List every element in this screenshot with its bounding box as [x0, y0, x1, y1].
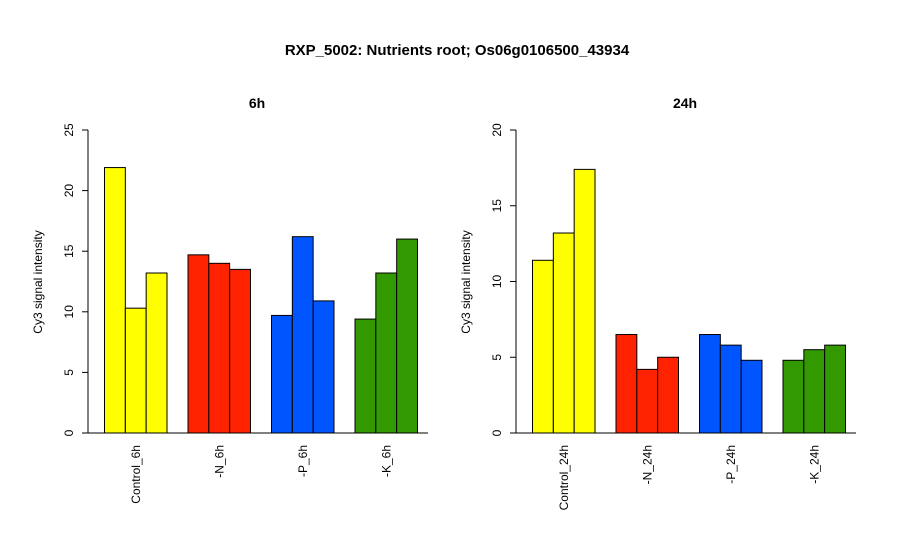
- bar: [291, 236, 314, 434]
- x-category-label: Control_6h: [129, 445, 143, 504]
- y-tick-label: 15: [62, 244, 76, 258]
- x-category-label: -N_24h: [640, 445, 654, 484]
- y-tick-label: 15: [490, 199, 504, 213]
- panel-title-6h: 6h: [249, 95, 265, 111]
- bar: [573, 168, 596, 434]
- y-tick-label: 25: [62, 123, 76, 137]
- bar: [699, 334, 721, 434]
- bar: [271, 314, 293, 434]
- y-axis-label-24h: Cy3 signal intensity: [459, 230, 473, 333]
- y-tick-label: 10: [62, 305, 76, 319]
- bar: [532, 259, 554, 434]
- bar: [208, 262, 231, 434]
- y-tick-label: 5: [490, 354, 504, 361]
- y-tick-label: 20: [490, 123, 504, 137]
- y-tick-label: 20: [62, 184, 76, 198]
- bar: [312, 300, 335, 434]
- bar: [104, 167, 126, 434]
- y-tick-label: 10: [490, 275, 504, 289]
- bar: [375, 272, 398, 434]
- x-category-label: -K_6h: [379, 445, 393, 477]
- x-category-label: -N_6h: [212, 445, 226, 478]
- y-tick-label: 0: [62, 429, 76, 436]
- bar: [824, 344, 846, 434]
- bar: [657, 356, 679, 434]
- bar: [719, 344, 742, 434]
- bar: [615, 334, 638, 434]
- bar: [803, 349, 826, 434]
- panel-title-24h: 24h: [673, 95, 697, 111]
- bar: [552, 232, 575, 434]
- x-category-label: Control_24h: [557, 445, 571, 510]
- bar: [782, 359, 805, 434]
- figure-title: RXP_5002: Nutrients root; Os06g0106500_4…: [285, 42, 630, 59]
- bar: [124, 307, 147, 434]
- bar: [229, 268, 251, 434]
- bar: [396, 238, 418, 434]
- bar: [636, 368, 659, 434]
- y-tick-label: 0: [490, 429, 504, 436]
- y-tick-label: 5: [62, 369, 76, 376]
- bar: [740, 359, 763, 434]
- bar: [187, 254, 210, 434]
- y-axis-label-6h: Cy3 signal intensity: [31, 230, 45, 333]
- bar: [145, 272, 168, 434]
- x-category-label: -P_24h: [724, 445, 738, 484]
- x-category-label: -K_24h: [807, 445, 821, 484]
- panel-24h: 24h Cy3 signal intensity 0 5 10 15 20 Control…: [459, 95, 856, 510]
- x-category-label: -P_6h: [296, 445, 310, 477]
- panel-6h: 6h Cy3 signal intensity 0 5 10 15 20 25 Contro…: [31, 95, 428, 504]
- bar: [354, 318, 377, 434]
